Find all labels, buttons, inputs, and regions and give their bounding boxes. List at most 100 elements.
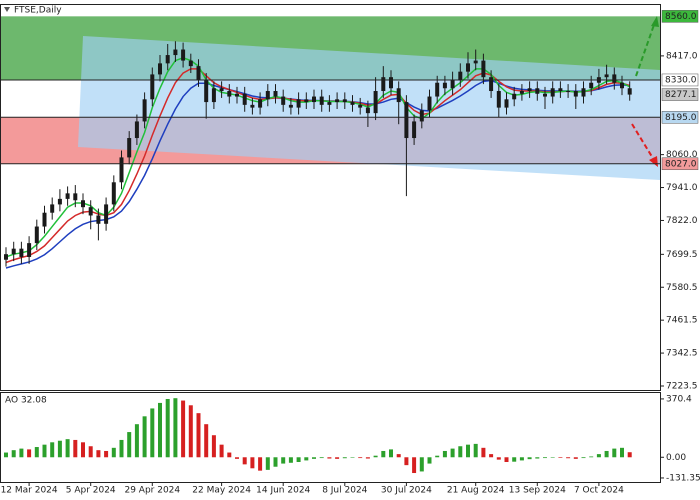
candle-body [435,82,440,97]
y-tick-label: 7941.0 [666,183,698,193]
ao-bar [288,457,293,463]
candle-body [250,104,255,108]
candle-body [350,102,355,105]
ao-bar [119,439,124,458]
ao-bar [73,439,78,458]
candle-body [496,91,501,108]
candle-body [458,71,463,80]
candle-body [381,77,386,92]
ao-bar [550,457,555,458]
candle-body [365,107,370,114]
candle-body [265,91,270,100]
ao-bar [273,457,278,467]
ao-bar [543,457,547,459]
x-tick-label: 8 Jul 2024 [322,486,367,496]
candle-body [589,82,594,89]
candle-body [81,200,85,208]
ao-bar [242,457,247,465]
candle-body [65,193,70,199]
ao-bar [419,457,424,472]
ao-bar [381,450,386,458]
candle-body [296,99,301,108]
candle-body [196,66,201,80]
candle-body [342,99,347,103]
ao-bar [389,449,393,458]
ao-bar [504,457,509,462]
ao-bar [96,450,101,458]
candle-body [165,55,170,64]
candle-body [620,82,624,89]
ao-bar [427,457,432,464]
x-tick-label: 5 Apr 2024 [66,486,116,496]
x-tick-label: 13 Sep 2024 [509,486,566,496]
candle-body [258,99,263,108]
x-tick-label: 14 Jun 2024 [256,486,310,496]
candle-body [242,93,247,105]
candle-body [57,198,62,205]
level-label: 8027.0 [665,159,697,169]
candle-body [312,96,316,103]
ao-title: AO 32.08 [5,396,47,406]
ao-bar [281,457,286,464]
ao-bar [412,457,417,474]
y-tick-label: 7699.5 [666,250,698,260]
y-tick-label: 7223.5 [666,381,698,391]
candle-body [419,110,424,122]
ao-bar [142,416,147,458]
ao-bar [304,457,309,461]
main-frame [0,4,661,391]
level-label: 8560.0 [665,12,697,22]
ao-bar [88,446,93,458]
ao-bar [589,456,594,458]
ao-bar [134,424,139,458]
x-tick-label: 30 Jul 2024 [381,486,432,496]
ao-bar [219,444,224,458]
candle-body [412,121,417,139]
y-tick-label: 370.4 [666,394,692,404]
ao-bar [627,452,632,458]
ao-bar [404,457,409,466]
ao-bar [158,402,162,458]
chart-title: FTSE,Daily [14,6,62,16]
y-tick-label: 7342.5 [666,349,698,359]
candle-body [519,91,524,94]
candle-body [327,102,332,105]
moving-average [5,57,631,258]
ao-bar [481,447,486,458]
candle-body [604,74,609,78]
level-box [661,111,699,124]
ao-bar [373,455,378,458]
up-arrow [635,21,656,77]
ao-bar [450,448,455,458]
ao-bar [104,450,109,458]
candle-body [558,88,563,92]
ao-bar [258,457,263,471]
level-label: 8330.0 [665,75,697,85]
ao-bar [127,432,132,458]
level-box [661,10,699,23]
level-box [661,73,699,87]
candle-body [304,99,309,103]
y-tick-label: 8060.0 [666,150,698,160]
candle-body [211,88,216,103]
candle-body [150,74,155,100]
ao-bar [458,446,463,458]
ao-bar [442,450,447,458]
candle-body [173,49,178,56]
candle-body [158,63,162,75]
ao-bar [596,454,601,458]
ao-bar [204,424,209,458]
candle-body [504,99,509,108]
ao-bar [111,447,116,458]
y-tick-label: 0.00 [666,453,686,463]
ao-bar [620,447,624,458]
candle-body [396,88,401,103]
candle-body [389,77,393,89]
ao-bar [466,444,470,458]
ao-bar [196,413,201,458]
ao-bar [496,457,501,460]
ao-bar [365,457,370,459]
candle-body [581,88,586,97]
candle-body [427,96,432,111]
